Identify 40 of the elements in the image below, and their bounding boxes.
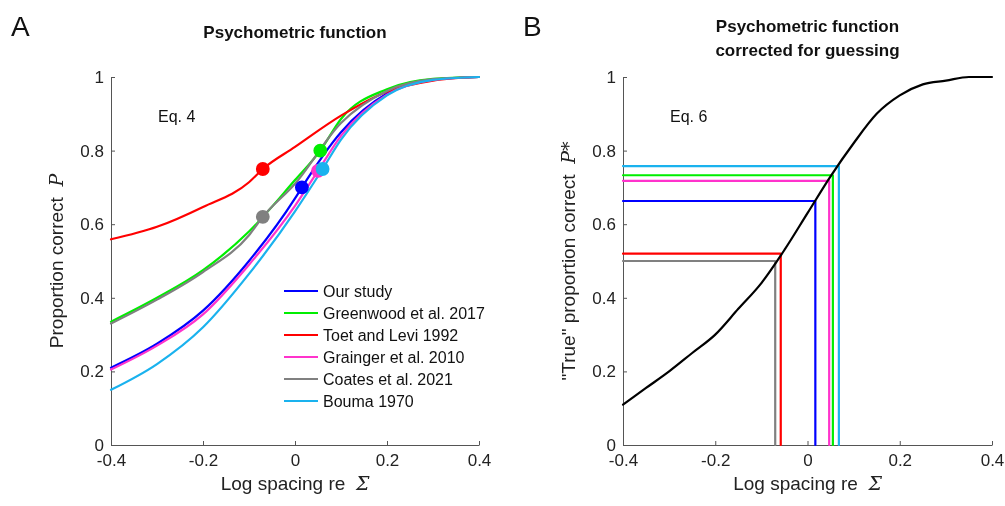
x-tick-label: 0.4 <box>980 451 1005 471</box>
point <box>255 162 270 176</box>
legend-label: Our study <box>323 283 393 300</box>
legend-label: Greenwood et al. 2017 <box>323 305 485 322</box>
y-tick-label: 0.6 <box>592 215 616 235</box>
x-tick-label: 0.2 <box>375 451 400 471</box>
x-axis-title: Log spacing re Σ <box>733 472 883 494</box>
x-tick-label: 0.4 <box>467 451 492 471</box>
legend-label: Coates et al. 2021 <box>323 371 453 388</box>
chart-title: Psychometric function <box>203 23 387 42</box>
legend-label: Grainger et al. 2010 <box>323 349 465 366</box>
y-tick-label: 0.4 <box>80 288 104 308</box>
chart-title: Psychometric function corrected for guessing <box>715 17 900 60</box>
text: A <box>11 11 30 42</box>
y-tick-label: 0.6 <box>80 215 104 235</box>
x-tick-label: 0 <box>290 451 301 471</box>
legend-label: Bouma 1970 <box>323 393 414 410</box>
x-tick-label: -0.2 <box>188 451 219 471</box>
legend-label: Toet and Levi 1992 <box>323 327 459 344</box>
line-series <box>621 75 994 406</box>
x-axis-title: Log spacing re Σ <box>220 472 370 494</box>
y-tick-label: 0.8 <box>80 141 104 161</box>
y-tick-label: 0.2 <box>592 362 616 382</box>
point <box>315 162 330 176</box>
y-axis-title: Proportion correct P <box>45 172 67 349</box>
point <box>313 143 328 158</box>
x-tick-label: 0 <box>803 451 813 471</box>
point <box>255 209 270 224</box>
x-tick-label: 0.2 <box>888 451 913 471</box>
x-tick-label: -0.2 <box>701 451 731 471</box>
y-tick-label: 0.8 <box>592 141 616 161</box>
y-tick-label: 1 <box>94 67 104 87</box>
y-tick-label: 0.2 <box>80 362 104 382</box>
y-tick-label: 1 <box>606 67 616 87</box>
y-axis-title: "True" proportion correct P* <box>557 141 579 381</box>
text: B <box>523 11 542 42</box>
annotation: Eq. 6 <box>670 108 708 125</box>
y-tick-label: 0.4 <box>592 288 616 308</box>
point <box>294 180 309 195</box>
annotation: Eq. 4 <box>158 108 196 125</box>
